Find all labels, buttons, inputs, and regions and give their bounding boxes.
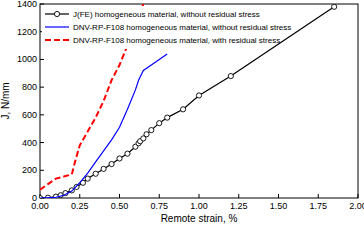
series-line: [40, 54, 167, 198]
y-tick-label: 400: [22, 138, 37, 148]
series-marker: [125, 151, 130, 156]
x-tick: [119, 194, 120, 198]
y-tick-label: 1200: [17, 27, 37, 37]
legend-label: DNV-RP-F108 homogeneous material, with r…: [73, 36, 280, 45]
y-tick-label: 200: [22, 165, 37, 175]
y-tick: [40, 170, 44, 171]
legend-label: J(FE) homogeneous material, without resi…: [73, 10, 260, 19]
legend-marker: [54, 11, 59, 16]
series-marker: [165, 115, 170, 120]
y-tick-label: 0: [32, 193, 37, 203]
series-marker: [144, 132, 149, 137]
series-marker: [85, 176, 90, 181]
legend-line: [45, 39, 69, 41]
legend-line: [45, 26, 69, 27]
plot-frame: [40, 4, 358, 198]
x-tick-label: 1.50: [270, 201, 288, 211]
y-tick: [40, 4, 44, 5]
y-tick: [40, 142, 44, 143]
x-tick-label: 0.50: [111, 201, 129, 211]
x-tick: [79, 194, 80, 198]
y-tick-label: 800: [22, 82, 37, 92]
x-tick: [238, 194, 239, 198]
x-tick: [358, 194, 359, 198]
x-tick: [318, 194, 319, 198]
x-tick-label: 2.00: [349, 201, 364, 211]
chart: 0.000.250.500.751.001.251.501.752.000200…: [0, 0, 364, 226]
series-marker: [157, 121, 162, 126]
x-tick-label: 0.75: [150, 201, 168, 211]
y-tick: [40, 114, 44, 115]
series-marker: [149, 128, 154, 133]
legend: J(FE) homogeneous material, without resi…: [42, 6, 291, 49]
y-tick-label: 600: [22, 110, 37, 120]
x-tick-label: 1.75: [309, 201, 327, 211]
x-tick-label: 1.00: [190, 201, 208, 211]
series-marker: [109, 161, 114, 166]
series-marker: [93, 171, 98, 176]
x-axis-label: Remote strain, %: [161, 213, 238, 224]
y-axis-label: J, N/mm: [0, 82, 11, 119]
series-marker: [101, 166, 106, 171]
y-tick: [40, 87, 44, 88]
x-tick: [278, 194, 279, 198]
series-marker: [117, 156, 122, 161]
y-tick-label: 1400: [17, 0, 37, 9]
series-marker: [228, 73, 233, 78]
y-tick-label: 1000: [17, 54, 37, 64]
x-tick: [199, 194, 200, 198]
y-tick: [40, 59, 44, 60]
series-marker: [196, 93, 201, 98]
x-tick-label: 1.25: [230, 201, 248, 211]
series-marker: [181, 107, 186, 112]
series-marker: [332, 4, 337, 9]
x-tick-label: 0.25: [71, 201, 89, 211]
x-tick: [159, 194, 160, 198]
series-line: [40, 7, 334, 198]
legend-label: DNV-RP-F108 homogeneous material, withou…: [73, 23, 291, 32]
plot-area: [40, 4, 337, 198]
